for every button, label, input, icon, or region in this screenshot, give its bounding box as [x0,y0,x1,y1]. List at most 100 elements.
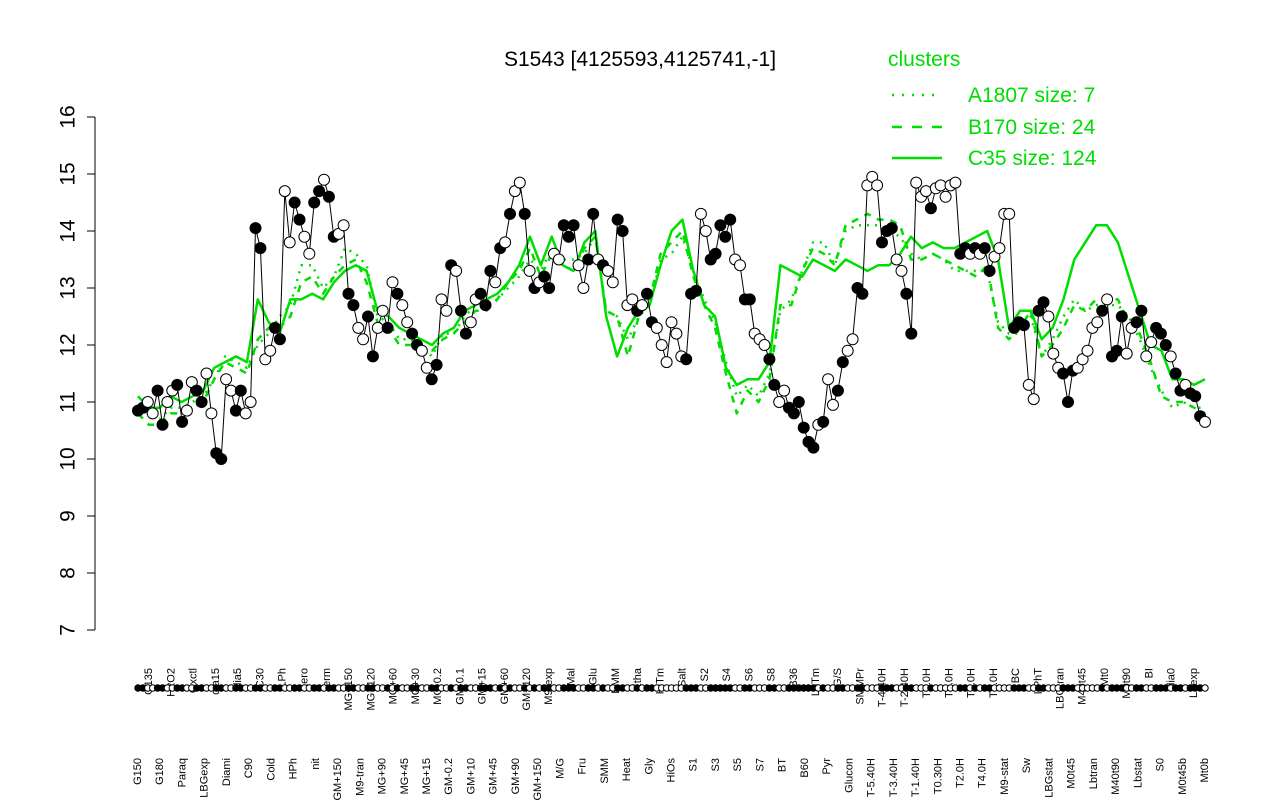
chart-title: S1543 [4125593,4125741,-1] [504,48,776,71]
x-tick-label: S1 [688,758,700,771]
data-point [1081,344,1094,357]
data-point [831,384,844,397]
x-tick-label: Lbtran [1088,758,1100,789]
data-point [983,264,996,277]
x-tick-label: S2 [699,668,711,681]
data-point [543,282,556,294]
data-point [176,415,189,428]
x-tick-label: GM+150 [332,758,344,800]
data-point [1189,390,1202,403]
data-point [200,367,213,380]
x-tick-label: M0t45 [1066,758,1078,789]
x-tick-label: Salt [677,668,689,687]
data-point [822,373,835,386]
data-point [920,185,932,198]
x-tick-label: GM+150 [532,758,544,800]
data-point [1042,310,1055,323]
data-point [699,225,712,237]
y-tick-label: 11 [57,391,80,413]
data-point [190,384,203,397]
data-point [636,299,649,312]
x-tick-label: T0.30H [932,758,944,794]
x-tick-label: LPh [277,668,289,688]
x-tick-label: GM+10 [465,758,477,794]
data-point [709,247,722,260]
data-point [827,398,839,411]
data-point [303,247,316,260]
data-point [778,384,791,397]
y-tick-label: 13 [57,276,80,299]
data-point [440,304,453,317]
data-point [895,264,908,277]
data-point [313,185,326,198]
x-tick-label: C30 [254,668,266,688]
data-point [567,219,580,232]
x-tick-label: G/S [832,668,844,687]
data-point [660,356,673,369]
data-point [396,299,409,312]
data-point [641,287,653,300]
y-tick-label: 16 [57,105,80,128]
data-point [386,276,399,289]
data-point [817,415,830,428]
data-point [743,293,756,306]
x-tick-label: GM+45 [488,758,500,794]
data-point [1091,316,1104,329]
x-tick-label: HPh [288,758,300,779]
data-point [1169,367,1182,380]
x-tick-label: GM-0.2 [443,758,455,795]
x-tick-label: G150 [132,758,144,785]
data-point [719,230,732,243]
data-point [273,333,286,346]
x-tick-label: BI [1143,668,1155,678]
y-axis: 7 8 9 10 11 12 13 14 15 16 [57,105,96,636]
data-point [876,236,888,249]
x-tick-label: aero [299,668,311,690]
x-tick-label: BC [1010,668,1022,683]
data-point [905,327,918,340]
x-tick-label: Heat [621,758,633,781]
data-point [885,222,898,235]
x-tick-label: M9-stat [999,758,1011,795]
data-point [322,190,335,203]
x-tick-label: MG+15 [421,758,433,794]
data-point [1130,316,1143,329]
data-point [406,327,419,340]
data-point [1037,296,1050,309]
y-tick-label: 7 [57,624,80,636]
data-point [391,287,404,300]
data-point [347,299,360,312]
data-point [264,344,277,357]
data-point [180,404,193,417]
data-point [156,418,169,431]
data-point [665,316,678,329]
data-point [459,327,472,340]
x-tick-label: M9-tran [354,758,366,796]
data-point [244,396,257,408]
data-point [435,293,448,306]
data-point [220,373,233,386]
x-tick-label: M/G [554,758,566,779]
data-point [249,222,262,235]
data-point [1140,350,1153,363]
data-point [464,316,477,329]
data-point [587,207,600,220]
x-tick-label: T-1.40H [910,758,922,797]
data-point [890,253,903,266]
data-point [724,213,737,226]
data-point [415,344,428,357]
x-tick-label: Lbstat [1132,758,1144,788]
data-point [504,207,516,220]
y-tick-label: 15 [57,162,80,185]
data-point [670,327,683,340]
x-tick-label: M0t90 [1121,668,1133,699]
data-point [357,333,370,346]
data-point [871,179,884,192]
x-tick-label: MG+45 [399,758,411,794]
data-point [763,353,776,366]
data-point [269,321,281,334]
data-point [694,207,707,220]
data-point [910,176,923,189]
data-point [650,321,663,334]
data-point [1047,347,1060,360]
